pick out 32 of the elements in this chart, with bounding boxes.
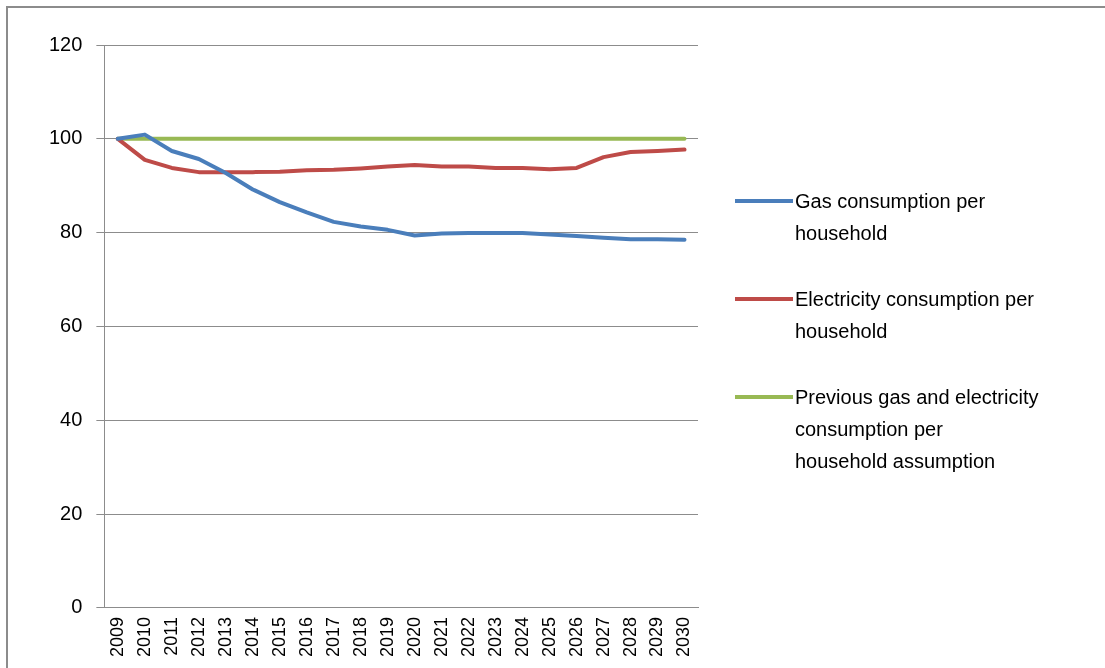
y-tick-label: 20	[60, 501, 83, 524]
x-tick-label: 2015	[268, 616, 289, 657]
x-tick-label: 2010	[133, 616, 154, 657]
x-tick-label: 2027	[592, 616, 613, 657]
x-tick-label: 2012	[187, 616, 208, 657]
y-tick-label: 0	[71, 595, 83, 618]
x-tick-label: 2014	[241, 616, 262, 657]
legend-label: Electricity consumption per household	[795, 287, 1035, 344]
x-tick-label: 2028	[619, 616, 640, 657]
legend-label: Gas consumption per household	[795, 189, 987, 246]
x-tick-label: 2029	[646, 616, 667, 657]
y-tick-label: 120	[48, 32, 83, 55]
x-tick-label: 2019	[376, 616, 397, 657]
x-tick-label: 2023	[484, 616, 505, 657]
x-tick-label: 2030	[673, 616, 694, 657]
y-tick-label: 60	[60, 313, 83, 336]
y-tick-label: 100	[48, 126, 83, 149]
x-tick-label: 2020	[403, 616, 424, 657]
y-tick-label: 80	[60, 220, 83, 243]
x-tick-label: 2011	[160, 616, 181, 656]
legend-label: Previous gas and electricity consumption per household assumption	[795, 385, 1040, 474]
x-tick-label: 2025	[538, 616, 559, 657]
x-tick-label: 2009	[106, 616, 127, 657]
x-tick-label: 2013	[214, 616, 235, 657]
y-tick-label: 40	[60, 407, 83, 430]
x-tick-label: 2022	[457, 616, 478, 657]
x-tick-label: 2017	[322, 616, 343, 657]
x-tick-label: 2026	[565, 616, 586, 657]
x-tick-label: 2016	[295, 616, 316, 657]
x-tick-label: 2018	[349, 616, 370, 657]
x-tick-label: 2024	[511, 616, 532, 657]
x-tick-label: 2021	[430, 616, 451, 657]
